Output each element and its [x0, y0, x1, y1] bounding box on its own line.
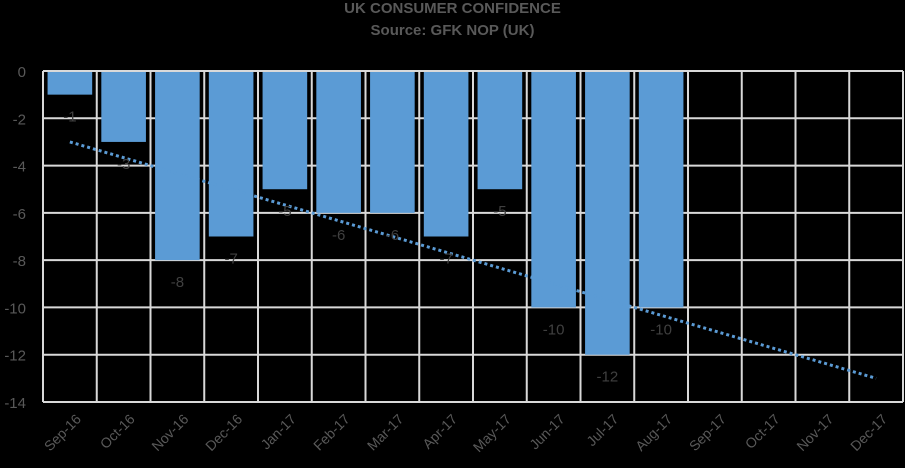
trendline-path: [69, 140, 877, 380]
bar: [531, 72, 576, 308]
x-tick-label: Oct-17: [742, 411, 783, 452]
x-tick-label: Jun-17: [526, 411, 568, 453]
bar: [477, 72, 523, 190]
y-tick-label: -8: [13, 253, 26, 270]
chart-title: UK CONSUMER CONFIDENCE: [344, 0, 561, 17]
chart-subtitle: Source: GFK NOP (UK): [370, 22, 535, 39]
data-labels: -1 -3 -8 -7 -5 -6 -6 -7 -5 -10 -12 -10: [63, 109, 672, 386]
bar: [316, 72, 361, 213]
x-tick-label: Sep-17: [686, 411, 729, 454]
x-axis: Sep-16 Oct-16 Nov-16 Dec-16 Jan-17 Feb-17 Mar-…: [41, 411, 891, 455]
x-tick-label: Oct-16: [97, 411, 138, 452]
bar: [47, 72, 93, 95]
bar: [370, 72, 415, 213]
data-label: -6: [386, 227, 399, 244]
bar: [101, 72, 146, 142]
data-label: -10: [650, 321, 672, 338]
x-tick-label: Dec-16: [202, 411, 245, 454]
bars: [47, 72, 684, 355]
x-tick-label: Aug-17: [632, 411, 675, 454]
bar: [585, 72, 630, 355]
y-tick-label: -2: [13, 111, 26, 128]
x-tick-label: Nov-17: [793, 411, 836, 454]
y-tick-label: -10: [4, 300, 26, 317]
x-tick-label: Apr-17: [419, 411, 460, 452]
x-tick-label: Mar-17: [364, 411, 407, 454]
data-label: -8: [171, 274, 184, 291]
y-tick-label: -12: [4, 348, 26, 365]
y-tick-label: -14: [4, 395, 26, 412]
data-label: -5: [493, 203, 506, 220]
x-tick-label: Nov-16: [148, 411, 191, 454]
x-tick-label: Jul-17: [583, 411, 621, 449]
gridlines: [42, 70, 904, 403]
x-tick-label: Sep-16: [41, 411, 84, 454]
data-label: -12: [597, 369, 619, 386]
x-tick-label: Feb-17: [310, 411, 353, 454]
data-label: -6: [332, 227, 345, 244]
bar: [638, 72, 684, 308]
data-label: -3: [117, 156, 130, 173]
bar: [423, 72, 469, 237]
data-label: -7: [439, 251, 452, 268]
data-label: -7: [224, 251, 237, 268]
bar: [208, 72, 254, 237]
y-tick-label: -4: [13, 159, 26, 176]
x-tick-label: Jan-17: [257, 411, 299, 453]
data-label: -10: [543, 321, 565, 338]
x-tick-label: Dec-17: [847, 411, 890, 454]
y-axis: 0 -2 -4 -6 -8 -10 -12 -14: [4, 64, 26, 412]
trendline: [69, 140, 877, 380]
y-tick-label: -6: [13, 206, 26, 223]
data-label: -1: [63, 109, 76, 126]
bar: [155, 72, 200, 261]
bar: [262, 72, 308, 190]
x-tick-label: May-17: [470, 411, 514, 455]
data-label: -5: [278, 203, 291, 220]
y-tick-label: 0: [18, 64, 26, 81]
